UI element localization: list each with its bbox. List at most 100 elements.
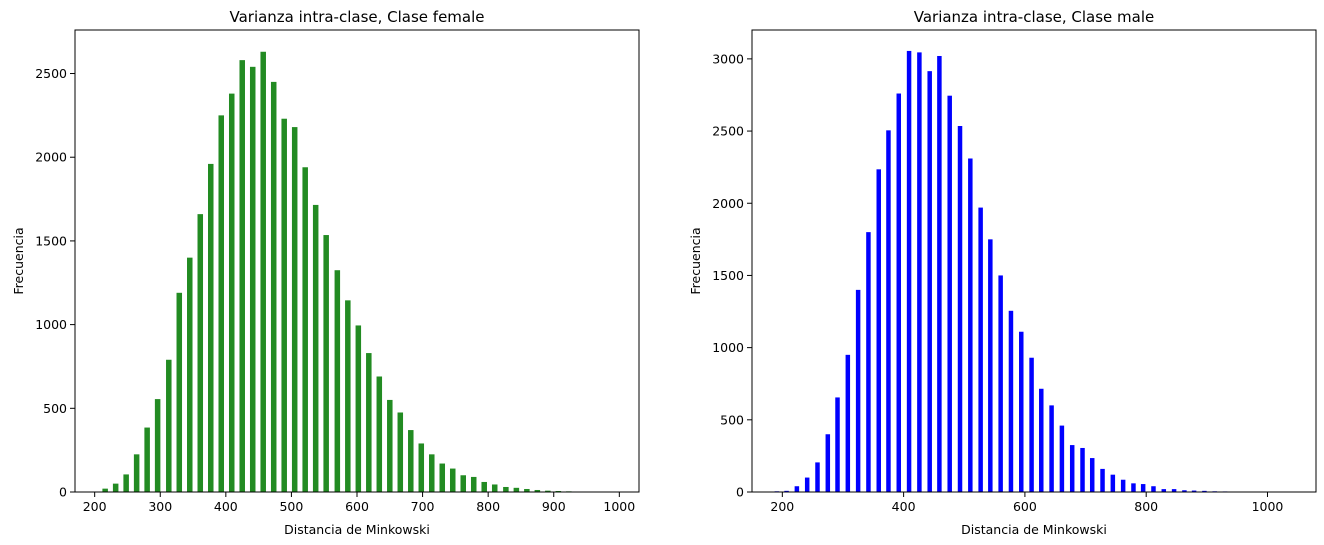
bars	[774, 50, 1289, 493]
bar	[1008, 310, 1014, 492]
bar	[545, 490, 551, 492]
bar	[439, 463, 446, 492]
y-tick-label: 500	[43, 401, 67, 416]
bar	[927, 71, 932, 493]
bar	[187, 257, 193, 492]
bar	[281, 118, 287, 492]
y-tick-label: 0	[736, 485, 744, 500]
bar	[937, 55, 942, 493]
bar	[968, 158, 973, 493]
x-tick-label: 700	[411, 499, 435, 514]
bar	[503, 486, 509, 492]
chart-panel-2: 200 400 600 800 1000 0 500 1000 1500 2000 2500 3000…	[688, 8, 1317, 537]
bar	[906, 50, 912, 493]
bar	[513, 487, 520, 492]
bar	[112, 483, 119, 492]
bar	[102, 488, 108, 492]
y-tick-label: 1500	[712, 268, 744, 283]
bar	[176, 292, 183, 492]
bar	[794, 486, 800, 492]
bar	[397, 412, 404, 492]
x-tick-label: 200	[83, 499, 107, 514]
bar	[449, 468, 456, 492]
x-axis-label: Distancia de Minkowski	[284, 522, 430, 537]
bar	[218, 115, 224, 493]
y-tick-label: 3000	[712, 51, 744, 66]
bars	[91, 51, 625, 493]
bar	[312, 204, 319, 493]
chart-panel-1: 200 300 400 500 600 700 800 900 1000 0 500 1000 1500…	[11, 8, 640, 537]
x-tick-label: 1000	[1252, 499, 1284, 514]
bar	[1059, 425, 1065, 492]
bar	[1029, 357, 1034, 492]
bar	[197, 214, 204, 492]
bar	[408, 430, 414, 492]
bar	[947, 95, 952, 492]
bar	[825, 434, 831, 492]
bar	[1089, 458, 1095, 492]
bar	[784, 490, 789, 492]
x-tick-label: 800	[476, 499, 500, 514]
bar	[835, 397, 840, 492]
bar	[376, 376, 383, 492]
bar	[1039, 388, 1044, 492]
bar	[460, 475, 466, 492]
bar	[855, 289, 861, 493]
bar	[886, 130, 891, 492]
bar	[957, 126, 963, 492]
bar	[866, 232, 871, 493]
bar	[1120, 479, 1126, 492]
bar	[334, 270, 341, 492]
bar	[1069, 445, 1075, 492]
bar	[988, 239, 993, 492]
y-tick-label: 2500	[35, 66, 67, 81]
y-axis-label: Frecuencia	[688, 227, 703, 294]
bar	[534, 489, 541, 492]
bar	[366, 353, 372, 492]
bar	[1100, 468, 1105, 492]
x-tick-label: 300	[148, 499, 172, 514]
x-tick-label: 400	[892, 499, 916, 514]
bar	[1171, 489, 1177, 492]
y-tick-label: 0	[59, 485, 67, 500]
chart-title: Varianza intra-clase, Clase female	[229, 8, 484, 26]
bar	[815, 462, 820, 492]
y-tick-label: 1500	[35, 233, 67, 248]
bar	[1191, 490, 1197, 492]
bar	[1080, 447, 1085, 492]
x-tick-label: 600	[1013, 499, 1037, 514]
bar	[133, 454, 140, 492]
bar	[355, 325, 362, 492]
x-tick-label: 500	[279, 499, 303, 514]
y-tick-label: 500	[720, 412, 744, 427]
plot-frame	[751, 29, 1317, 493]
x-tick-label: 800	[1134, 499, 1158, 514]
chart-title: Varianza intra-clase, Clase male	[914, 8, 1155, 26]
bar	[1151, 486, 1156, 492]
x-tick-label: 1000	[603, 499, 635, 514]
bar	[524, 488, 530, 492]
bar	[144, 427, 150, 492]
y-tick-label: 2000	[712, 196, 744, 211]
bar	[1182, 490, 1187, 492]
bar	[1161, 489, 1167, 492]
y-axis-label: Frecuencia	[11, 227, 26, 294]
bar	[239, 60, 245, 492]
bar	[249, 66, 256, 492]
bar	[1131, 483, 1136, 492]
bar	[291, 127, 298, 492]
y-tick-label: 2000	[35, 150, 67, 165]
bar	[1049, 405, 1054, 493]
bar	[470, 476, 477, 492]
bar	[260, 51, 266, 492]
bar	[1110, 474, 1116, 492]
bar	[804, 477, 810, 492]
bar	[418, 443, 425, 492]
bar	[345, 300, 351, 492]
bar	[166, 359, 172, 492]
bar	[876, 169, 881, 492]
bar	[429, 454, 435, 492]
bar	[1019, 331, 1024, 492]
y-tick-label: 1000	[35, 317, 67, 332]
bar	[998, 275, 1003, 492]
